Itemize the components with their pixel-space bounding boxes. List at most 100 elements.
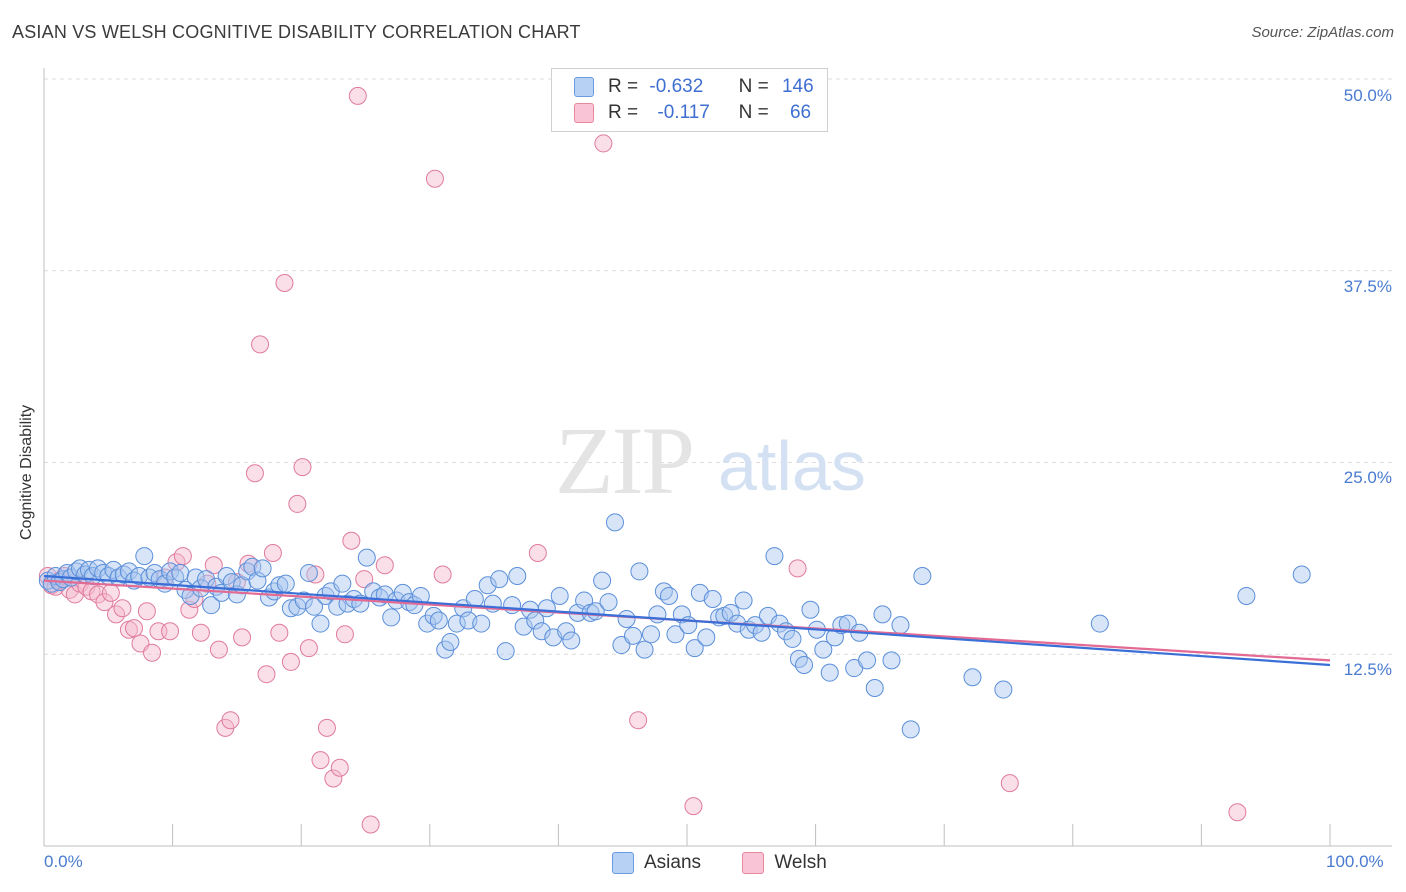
y-tick-50: 50.0% <box>1343 86 1392 105</box>
asians-point <box>299 563 318 582</box>
welsh-point <box>629 711 648 730</box>
welsh-point <box>1228 803 1247 822</box>
asians-point <box>135 547 154 566</box>
welsh-legend-label: Welsh <box>774 852 827 874</box>
legend-n-label: N = <box>738 102 769 123</box>
welsh-point <box>173 547 192 566</box>
welsh-legend-swatch <box>742 852 765 874</box>
welsh-point <box>594 134 613 153</box>
series-legend: Asians Welsh <box>612 852 863 874</box>
welsh-point <box>180 600 199 619</box>
asians-point <box>496 642 515 661</box>
asians-point <box>666 625 685 644</box>
asians-point <box>562 631 581 650</box>
welsh-point <box>342 531 361 550</box>
asians-point <box>635 640 654 659</box>
legend-item-welsh: Welsh <box>742 852 827 874</box>
welsh-point <box>281 652 300 671</box>
welsh-point <box>191 623 210 642</box>
asians-point <box>820 663 839 682</box>
legend-r-label: R = <box>608 76 639 97</box>
welsh-point <box>257 665 276 684</box>
welsh-point <box>348 86 367 105</box>
welsh-point <box>788 559 807 578</box>
asians-series <box>38 513 1311 739</box>
legend-item-asians: Asians <box>612 852 701 874</box>
asians-point <box>557 622 576 641</box>
welsh-point <box>209 640 228 659</box>
asians-point <box>648 605 667 624</box>
asians-point <box>994 680 1013 699</box>
y-tick-37-5: 37.5% <box>1343 277 1392 296</box>
asians-point <box>333 574 352 593</box>
legend-r-value-asians: -0.632 <box>649 76 704 97</box>
welsh-point <box>324 769 343 788</box>
legend-n-value-welsh: 66 <box>789 102 812 123</box>
welsh-point <box>293 458 312 477</box>
asians-point <box>873 605 892 624</box>
asians-point <box>721 603 740 622</box>
asians-point <box>734 591 753 610</box>
asians-point <box>514 617 533 636</box>
welsh-point <box>306 565 325 584</box>
asians-point <box>1090 614 1109 633</box>
asians-point <box>478 576 497 595</box>
welsh-point <box>361 815 380 834</box>
asians-point <box>311 614 330 633</box>
asians-point <box>865 678 884 697</box>
legend-row-asians: R = -0.632 N = 146 <box>574 76 814 100</box>
legend-row-welsh: R = -0.117 N = 66 <box>574 102 811 126</box>
asians-point <box>913 567 932 586</box>
asians-point <box>202 596 221 615</box>
asians-point <box>814 640 833 659</box>
asians-point <box>617 609 636 628</box>
legend-n-label: N = <box>738 76 769 97</box>
asians-point <box>801 600 820 619</box>
asians-point <box>441 632 460 651</box>
asians-point <box>270 576 289 595</box>
asians-point <box>697 628 716 647</box>
axes <box>43 68 1392 847</box>
watermark-zip: ZIP <box>555 407 693 514</box>
asians-point <box>119 562 138 581</box>
welsh-swatch <box>574 102 594 123</box>
legend-n-value-asians: 146 <box>781 76 814 97</box>
welsh-point <box>137 602 156 621</box>
welsh-point <box>161 622 180 641</box>
welsh-point <box>95 593 114 612</box>
asians-point <box>253 559 272 578</box>
asians-point <box>276 574 295 593</box>
asians-point <box>1237 586 1256 605</box>
y-tick-12-5: 12.5% <box>1343 660 1392 679</box>
asians-point <box>783 629 802 648</box>
asians-point <box>659 586 678 605</box>
welsh-point <box>270 623 289 642</box>
welsh-point <box>311 751 330 770</box>
asians-point <box>171 563 190 582</box>
asians-point <box>605 513 624 532</box>
asians-point <box>765 547 784 566</box>
asians-point <box>882 651 901 670</box>
asians-point <box>623 626 642 645</box>
asians-point <box>490 570 509 589</box>
y-tick-25: 25.0% <box>1343 468 1392 487</box>
welsh-point <box>288 494 307 513</box>
asians-point <box>508 567 527 586</box>
asians-trend-line <box>43 574 1331 667</box>
welsh-point <box>1000 774 1019 793</box>
welsh-point <box>684 797 703 816</box>
x-tick-100: 100.0% <box>1326 852 1384 871</box>
asians-point <box>418 614 437 633</box>
asians-point <box>599 593 618 612</box>
welsh-point <box>263 544 282 563</box>
welsh-point <box>275 274 294 293</box>
welsh-point <box>299 639 318 658</box>
asians-point <box>891 616 910 635</box>
asians-point <box>901 720 920 739</box>
asians-point <box>532 622 551 641</box>
asians-point <box>795 655 814 674</box>
asians-point <box>447 614 466 633</box>
chart-title: ASIAN VS WELSH COGNITIVE DISABILITY CORR… <box>12 22 581 42</box>
asians-point <box>550 586 569 605</box>
asians-swatch <box>574 76 594 97</box>
